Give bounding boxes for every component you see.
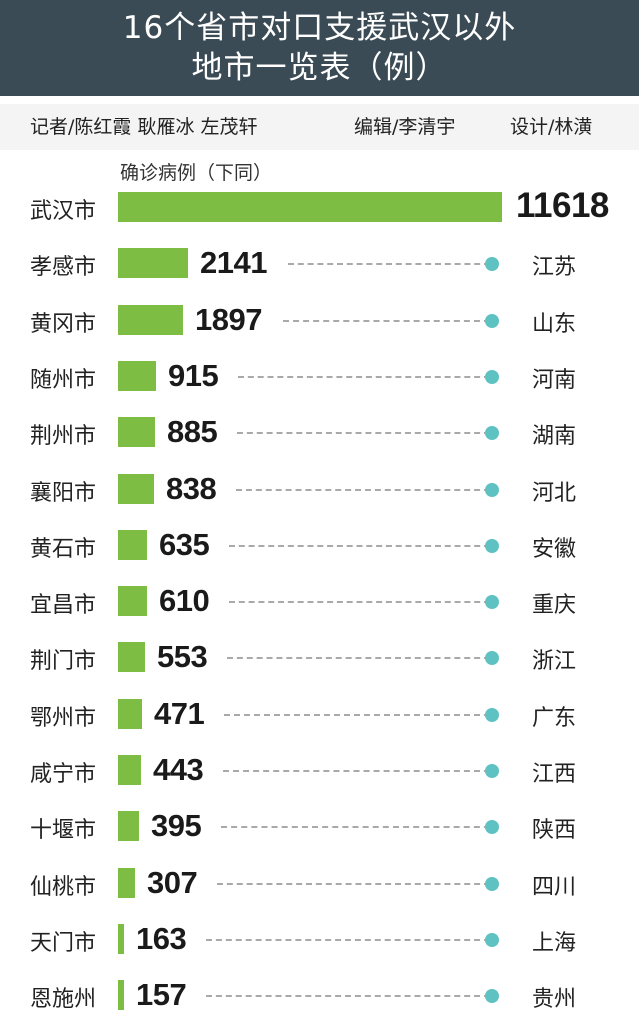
bar	[118, 360, 156, 391]
value-label: 443	[153, 752, 204, 787]
city-label: 武汉市	[30, 199, 97, 224]
city-label: 恩施州	[30, 987, 97, 1013]
connector-dot	[485, 651, 499, 666]
city-label: 孝感市	[30, 255, 97, 281]
value-label: 885	[167, 414, 218, 450]
bar	[118, 473, 154, 504]
title-band: 16个省市对口支援武汉以外 地市一览表（例）	[0, 0, 639, 96]
connector-dot	[485, 538, 499, 553]
connector-dash	[236, 488, 490, 491]
value-label: 471	[154, 695, 205, 731]
connector-dot	[485, 482, 499, 497]
connector-dot	[485, 707, 499, 722]
connector-dash	[224, 713, 490, 716]
value-label: 395	[151, 808, 202, 844]
connector-dot	[485, 595, 499, 610]
city-label: 咸宁市	[30, 762, 97, 787]
value-label: 1897	[195, 301, 262, 337]
partner-province-label: 河南	[532, 367, 577, 393]
city-label: 黄冈市	[30, 311, 97, 337]
bar	[118, 811, 139, 842]
value-label: 157	[136, 977, 187, 1013]
bar	[118, 417, 155, 448]
connector-dash	[283, 319, 490, 322]
connector-dash	[206, 938, 490, 941]
bar	[118, 698, 142, 729]
value-label: 2141	[200, 245, 267, 281]
city-label: 荆门市	[30, 649, 97, 675]
connector-dash	[221, 826, 490, 829]
bar	[118, 529, 147, 560]
bar	[118, 304, 183, 335]
credit-designer: 设计/林潢	[510, 116, 593, 138]
credit-editor: 编辑/李清宇	[354, 116, 456, 138]
connector-dash	[217, 882, 490, 885]
city-label: 天门市	[30, 930, 97, 956]
value-label: 610	[159, 583, 210, 619]
partner-province-label: 浙江	[532, 649, 577, 675]
credits-bar: 记者/陈红霞 耿雁冰 左茂轩 编辑/李清宇 设计/林潢	[0, 104, 639, 150]
connector-dot	[485, 876, 499, 891]
partner-province-label: 重庆	[532, 593, 577, 619]
connector-dash	[288, 263, 490, 266]
city-label: 襄阳市	[30, 480, 97, 506]
value-label: 11618	[516, 186, 609, 225]
city-label: 十堰市	[30, 818, 97, 844]
city-label: 宜昌市	[30, 593, 97, 619]
partner-province-label: 江苏	[532, 255, 577, 281]
bar	[118, 980, 124, 1011]
bar	[118, 642, 145, 673]
connector-dot	[485, 313, 499, 328]
partner-province-label: 湖南	[532, 424, 577, 450]
connector-dot	[485, 932, 499, 947]
value-label: 163	[136, 920, 187, 956]
value-label: 635	[159, 526, 210, 562]
connector-dash	[238, 375, 490, 378]
chart-title-line-1: 16个省市对口支援武汉以外	[122, 10, 517, 46]
connector-dash	[227, 657, 490, 660]
value-label: 307	[147, 864, 198, 900]
partner-province-label: 山东	[532, 311, 577, 337]
partner-province-label: 安徽	[532, 536, 577, 562]
city-label: 仙桃市	[30, 874, 97, 900]
bar	[118, 192, 502, 222]
connector-dot	[485, 257, 499, 272]
value-label: 915	[168, 357, 219, 393]
bar	[118, 248, 188, 279]
value-label: 838	[166, 470, 217, 506]
city-label: 随州市	[30, 367, 97, 393]
partner-province-label: 上海	[532, 930, 577, 956]
connector-dash	[223, 770, 490, 772]
bar	[118, 923, 124, 954]
partner-province-label: 江西	[532, 762, 577, 787]
partner-province-label: 河北	[532, 480, 577, 506]
city-label: 荆州市	[30, 424, 97, 450]
city-label: 黄石市	[30, 536, 97, 562]
partner-province-label: 广东	[532, 705, 577, 731]
credit-reporters: 记者/陈红霞 耿雁冰 左茂轩	[30, 116, 258, 138]
partner-province-label: 贵州	[532, 987, 577, 1013]
connector-dash	[206, 995, 490, 998]
connector-dash	[237, 432, 490, 435]
bar	[118, 867, 135, 898]
connector-dash	[229, 544, 490, 547]
connector-dot	[485, 764, 499, 778]
chart-title-line-2: 地市一览表（例）	[191, 50, 448, 86]
connector-dot	[485, 989, 499, 1004]
city-label: 鄂州市	[30, 705, 97, 731]
connector-dash	[229, 601, 490, 604]
partner-province-label: 陕西	[532, 818, 577, 844]
bar	[118, 755, 141, 785]
bar	[118, 586, 147, 617]
connector-dot	[485, 820, 499, 835]
connector-dot	[485, 369, 499, 384]
value-label: 553	[157, 639, 208, 675]
unit-note: 确诊病例（下同）	[120, 162, 273, 184]
partner-province-label: 四川	[532, 874, 577, 900]
connector-dot	[485, 426, 499, 441]
